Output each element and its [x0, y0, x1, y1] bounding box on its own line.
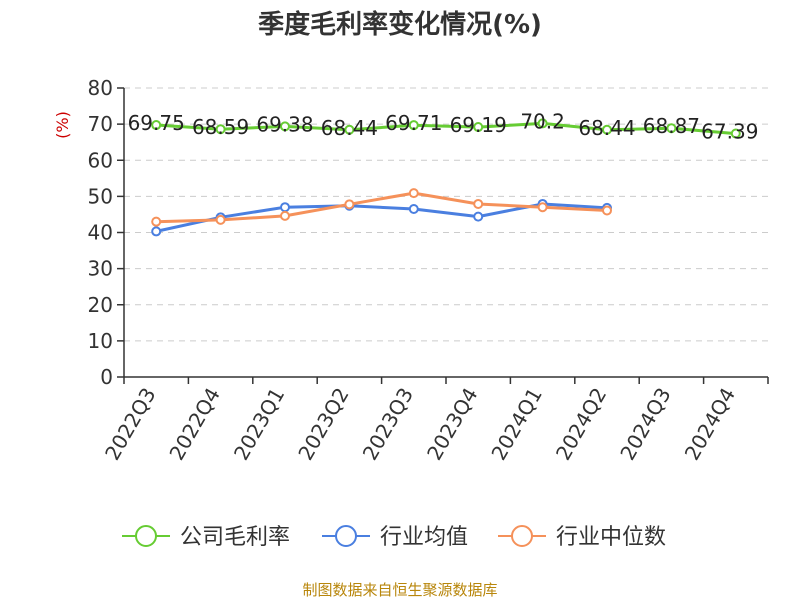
data-point[interactable] [666, 123, 677, 134]
data-label: 70.2 [520, 109, 565, 133]
y-tick-label: 10 [88, 329, 113, 353]
data-point[interactable] [473, 122, 484, 133]
data-point[interactable] [151, 226, 162, 237]
data-point[interactable] [537, 118, 548, 129]
x-tick-label: 2023Q4 [422, 384, 482, 465]
x-tick-label: 2024Q2 [551, 384, 611, 465]
x-tick-label: 2024Q1 [486, 384, 546, 465]
series-layer [151, 118, 741, 237]
data-point[interactable] [408, 204, 419, 215]
series-line-0 [156, 121, 736, 136]
data-label: 69.75 [128, 111, 185, 135]
y-tick-label: 70 [88, 112, 113, 136]
data-point[interactable] [537, 202, 548, 213]
legend-label: 行业中位数 [556, 525, 666, 550]
data-point[interactable] [280, 202, 290, 213]
legend-item-1[interactable]: 行业均值 [322, 525, 468, 550]
legend-item-2[interactable]: 行业中位数 [498, 525, 666, 550]
data-point[interactable] [730, 128, 741, 139]
legend-item-0[interactable]: 公司毛利率 [122, 525, 290, 550]
data-point[interactable] [408, 188, 419, 199]
x-tick-label: 2023Q1 [229, 384, 289, 465]
data-point[interactable] [151, 120, 162, 131]
chart-title: 季度毛利率变化情况(%) [258, 9, 542, 40]
source-note: 制图数据来自恒生聚源数据库 [302, 581, 497, 599]
grid [124, 87, 768, 342]
legend-marker [135, 525, 157, 547]
data-point[interactable] [344, 199, 355, 210]
data-point[interactable] [151, 216, 162, 227]
data-label: 68.59 [192, 115, 249, 139]
data-label: 69.71 [385, 111, 442, 135]
data-point[interactable] [280, 210, 290, 221]
y-axis-label: (%) [53, 111, 72, 139]
legend[interactable]: 公司毛利率 行业均值 行业中位数 [122, 525, 666, 550]
legend-marker [511, 525, 533, 547]
x-tick-label: 2022Q4 [164, 384, 224, 465]
data-label: 68.44 [578, 116, 635, 140]
y-tick-label: 30 [88, 257, 113, 281]
data-point[interactable] [602, 124, 612, 135]
y-tick-label: 40 [88, 221, 113, 245]
x-tick-label: 2023Q2 [293, 384, 353, 465]
y-tick-label: 50 [88, 184, 113, 208]
y-tick-label: 80 [88, 76, 113, 100]
data-point[interactable] [473, 211, 484, 222]
data-point[interactable] [344, 124, 355, 135]
data-point[interactable] [408, 120, 419, 131]
x-tick-label: 2022Q3 [100, 384, 160, 465]
y-tick-label: 20 [88, 293, 113, 317]
data-point[interactable] [473, 198, 484, 209]
data-label: 68.87 [643, 114, 700, 138]
legend-label: 行业均值 [380, 525, 468, 550]
legend-label: 公司毛利率 [180, 525, 290, 550]
data-point[interactable] [215, 124, 226, 135]
x-tick-label: 2023Q3 [358, 384, 418, 465]
data-point[interactable] [602, 205, 612, 216]
x-tick-label: 2024Q3 [615, 384, 675, 465]
series-line-2 [156, 191, 608, 224]
data-label: 68.44 [321, 116, 378, 140]
data-point[interactable] [280, 121, 290, 132]
y-tick-label: 0 [100, 365, 113, 389]
legend-marker [335, 525, 357, 547]
data-labels: 69.75 68.59 69.38 68.44 69.71 69.19 70.2 68.44 6… [128, 109, 759, 143]
data-label: 69.19 [450, 113, 507, 137]
data-label: 67.39 [701, 120, 758, 144]
data-point[interactable] [215, 214, 226, 225]
x-tick-label: 2024Q4 [680, 384, 740, 465]
data-label: 69.38 [256, 112, 313, 136]
y-tick-label: 60 [88, 148, 113, 172]
